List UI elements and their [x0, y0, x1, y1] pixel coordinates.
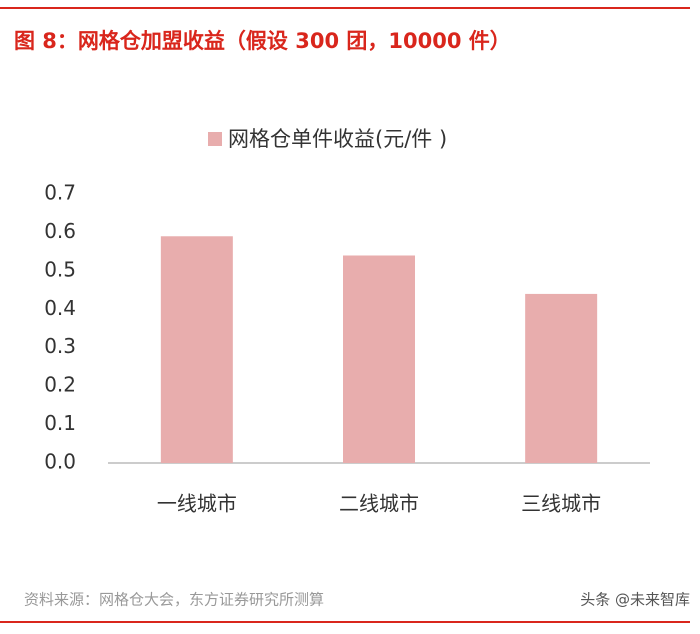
x-tick-label: 一线城市	[157, 492, 237, 516]
x-tick-label: 三线城市	[521, 492, 601, 516]
legend-label: 网格仓单件收益(元/件 )	[228, 127, 447, 151]
bar	[343, 255, 415, 463]
watermark: 头条 @未来智库	[580, 591, 690, 609]
y-tick-label: 0.1	[44, 411, 76, 435]
y-tick-label: 0.0	[44, 450, 76, 474]
source-note: 资料来源：网格仓大会，东方证券研究所测算	[24, 591, 324, 609]
y-tick-label: 0.4	[44, 296, 76, 320]
y-tick-label: 0.5	[44, 257, 76, 281]
y-tick-label: 0.2	[44, 373, 76, 397]
y-tick-label: 0.7	[44, 181, 76, 205]
bar	[525, 293, 598, 463]
x-tick-label: 二线城市	[339, 492, 419, 516]
y-tick-label: 0.3	[44, 334, 76, 358]
chart-title: 图 8：网格仓加盟收益（假设 300 团，10000 件）	[14, 29, 511, 53]
legend-swatch	[208, 132, 222, 146]
bar	[160, 236, 233, 463]
y-tick-label: 0.6	[44, 219, 76, 243]
